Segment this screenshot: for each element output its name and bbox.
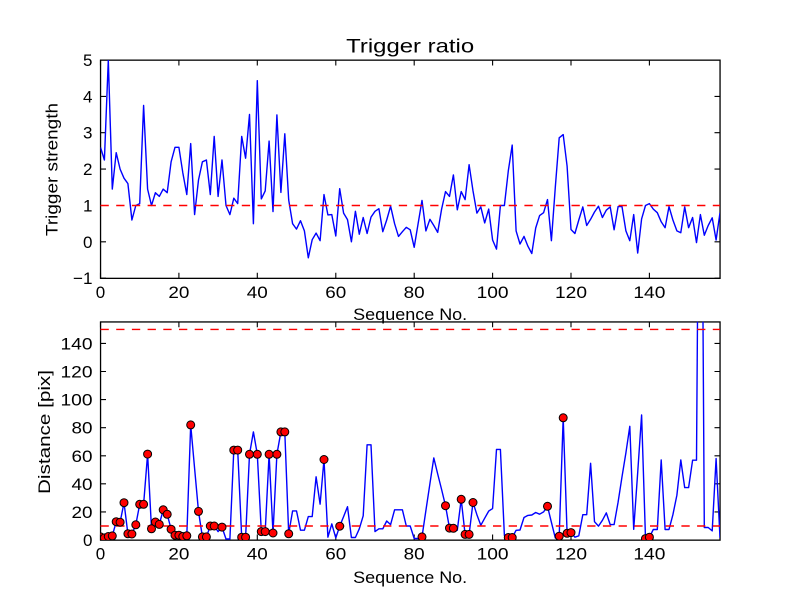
svg-text:1: 1 <box>83 197 92 216</box>
svg-text:60: 60 <box>72 447 93 466</box>
svg-text:140: 140 <box>633 545 665 564</box>
svg-text:Trigger strength: Trigger strength <box>43 103 62 236</box>
svg-text:140: 140 <box>633 283 665 302</box>
svg-text:100: 100 <box>477 545 509 564</box>
svg-text:2: 2 <box>83 160 92 179</box>
svg-text:60: 60 <box>325 283 346 302</box>
svg-text:20: 20 <box>72 503 93 522</box>
svg-text:60: 60 <box>325 545 346 564</box>
svg-text:120: 120 <box>555 283 587 302</box>
svg-text:Distance [pix]: Distance [pix] <box>35 370 54 494</box>
svg-text:20: 20 <box>168 545 189 564</box>
svg-text:80: 80 <box>72 419 93 438</box>
svg-text:40: 40 <box>247 545 268 564</box>
svg-text:4: 4 <box>83 87 92 106</box>
svg-text:0: 0 <box>96 545 105 564</box>
svg-text:−1: −1 <box>73 269 93 288</box>
svg-text:80: 80 <box>404 545 425 564</box>
svg-text:20: 20 <box>168 283 189 302</box>
svg-text:140: 140 <box>61 334 93 353</box>
svg-text:5: 5 <box>83 51 92 70</box>
svg-text:120: 120 <box>555 545 587 564</box>
svg-text:120: 120 <box>61 363 93 382</box>
svg-text:80: 80 <box>404 283 425 302</box>
svg-text:100: 100 <box>477 283 509 302</box>
svg-text:0: 0 <box>96 283 105 302</box>
svg-text:Sequence No.: Sequence No. <box>353 305 467 324</box>
svg-text:40: 40 <box>247 283 268 302</box>
svg-text:3: 3 <box>83 124 92 143</box>
svg-text:Sequence No.: Sequence No. <box>353 568 467 587</box>
svg-text:100: 100 <box>61 391 93 410</box>
svg-text:0: 0 <box>83 233 92 252</box>
svg-text:0: 0 <box>83 531 92 550</box>
svg-text:Trigger ratio: Trigger ratio <box>346 36 474 58</box>
svg-text:40: 40 <box>72 475 93 494</box>
